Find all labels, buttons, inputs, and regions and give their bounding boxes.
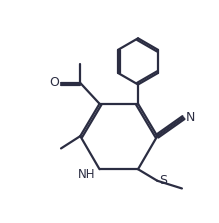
- Text: O: O: [49, 76, 59, 89]
- Text: N: N: [186, 111, 195, 124]
- Text: NH: NH: [78, 168, 96, 181]
- Text: S: S: [159, 174, 167, 187]
